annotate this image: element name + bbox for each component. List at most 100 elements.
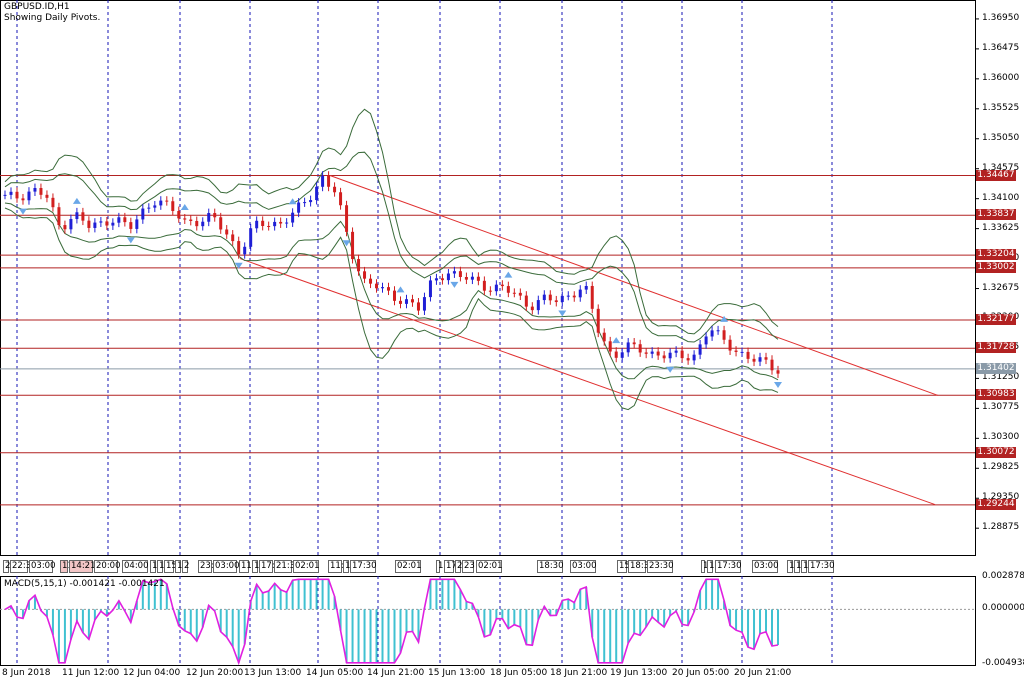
candle-body — [458, 271, 462, 278]
price-tick-label: 1.30300 — [982, 432, 1020, 443]
candle-body — [686, 358, 690, 361]
session-time-tag: 03:00 — [29, 560, 56, 573]
band-outer-lower — [4, 207, 779, 411]
candle-body — [704, 336, 708, 345]
candle-body — [692, 354, 696, 361]
candle-body — [303, 202, 307, 204]
session-time-tag: 21:3 — [274, 560, 296, 573]
candle-body — [27, 191, 31, 201]
candle-body — [536, 300, 540, 311]
session-time-tag: 02:01 — [395, 560, 422, 573]
candle-body — [93, 222, 97, 228]
candle-body — [321, 175, 325, 187]
candle-body — [141, 208, 145, 220]
candle-body — [404, 299, 408, 304]
price-tick-label: 1.32675 — [982, 282, 1020, 293]
candle-body — [422, 297, 426, 311]
candle-body — [249, 228, 253, 247]
session-time-tag: 15 — [164, 560, 177, 573]
candle-body — [446, 273, 450, 281]
candle-body — [231, 234, 235, 242]
fractal-marker — [396, 286, 405, 293]
candle-body — [195, 220, 199, 227]
candle-body — [416, 302, 420, 311]
session-time-tag: 2 — [455, 560, 463, 573]
time-tick-label: 8 Jun 2018 — [2, 668, 51, 678]
candle-body — [674, 350, 678, 353]
candle-body — [273, 221, 277, 227]
candle-body — [189, 219, 193, 221]
session-time-tag: 17:30 — [808, 560, 835, 573]
candle-body — [656, 351, 660, 356]
time-tick-label: 18 Jun 21:00 — [550, 668, 608, 678]
candle-body — [584, 285, 588, 290]
session-time-tag: 2 — [3, 560, 11, 573]
candle-body — [165, 200, 169, 202]
session-time-tag: 03:00 — [570, 560, 597, 573]
candle-body — [129, 222, 133, 229]
macd-signal-line — [4, 578, 779, 666]
candle-body — [770, 359, 774, 371]
candle-body — [369, 278, 373, 284]
session-time-tag: 17 — [444, 560, 457, 573]
candle-body — [45, 194, 49, 198]
session-time-tag: 15 — [617, 560, 630, 573]
candle-body — [608, 341, 612, 352]
candle-body — [117, 217, 121, 223]
band-inner-upper — [4, 151, 779, 343]
candle-body — [746, 351, 750, 359]
candle-body — [159, 200, 163, 206]
candle-body — [410, 299, 414, 303]
price-tick-label: 1.36950 — [982, 12, 1020, 23]
session-time-tag: 04:00 — [122, 560, 149, 573]
candle-body — [99, 221, 103, 223]
session-time-tag: 1 — [157, 560, 165, 573]
candle-body — [207, 213, 211, 222]
candle-body — [309, 200, 313, 203]
pivot-level-tag: 1.31728 — [976, 342, 1016, 354]
candle-body — [596, 308, 600, 333]
pivot-subtitle: Showing Daily Pivots. — [4, 13, 101, 23]
session-time-tag: 18:3 — [628, 560, 650, 573]
fractal-marker — [450, 281, 459, 288]
candle-body — [339, 192, 343, 206]
candle-body — [734, 350, 738, 352]
candle-body — [15, 191, 19, 199]
candle-body — [590, 285, 594, 309]
current-price-tag: 1.31402 — [976, 362, 1016, 374]
fractal-marker — [720, 315, 729, 322]
candle-body — [33, 188, 37, 192]
candle-body — [213, 213, 217, 218]
session-time-tag: 2 — [182, 560, 190, 573]
session-time-tag: 1 — [150, 560, 158, 573]
candle-body — [69, 219, 73, 230]
session-time-tag: 1 — [794, 560, 802, 573]
candle-body — [542, 294, 546, 301]
candle-body — [740, 351, 744, 353]
candle-body — [602, 332, 606, 342]
session-time-tag: 11: — [328, 560, 344, 573]
session-time-tag: 1 — [436, 560, 444, 573]
fractal-marker — [558, 310, 567, 317]
candle-body — [153, 205, 157, 208]
time-tick-label: 14 Jun 05:00 — [306, 668, 364, 678]
candle-body — [177, 210, 181, 219]
pivot-level-tag: 1.33002 — [976, 261, 1016, 273]
session-time-tag: 02:01 — [476, 560, 503, 573]
candle-body — [578, 289, 582, 298]
candle-body — [776, 370, 780, 374]
session-time-tag: 1 — [787, 560, 795, 573]
candle-body — [452, 271, 456, 274]
macd-tick-label: -0.004938 — [982, 658, 1024, 669]
candle-body — [566, 295, 570, 297]
fractal-marker — [288, 198, 297, 205]
candle-body — [297, 202, 301, 213]
candle-body — [626, 342, 630, 353]
candle-body — [722, 330, 726, 340]
candle-body — [87, 220, 91, 228]
band-inner-lower — [4, 202, 779, 381]
candle-body — [135, 219, 139, 229]
session-time-tag: 17: — [259, 560, 275, 573]
candle-body — [285, 222, 289, 224]
